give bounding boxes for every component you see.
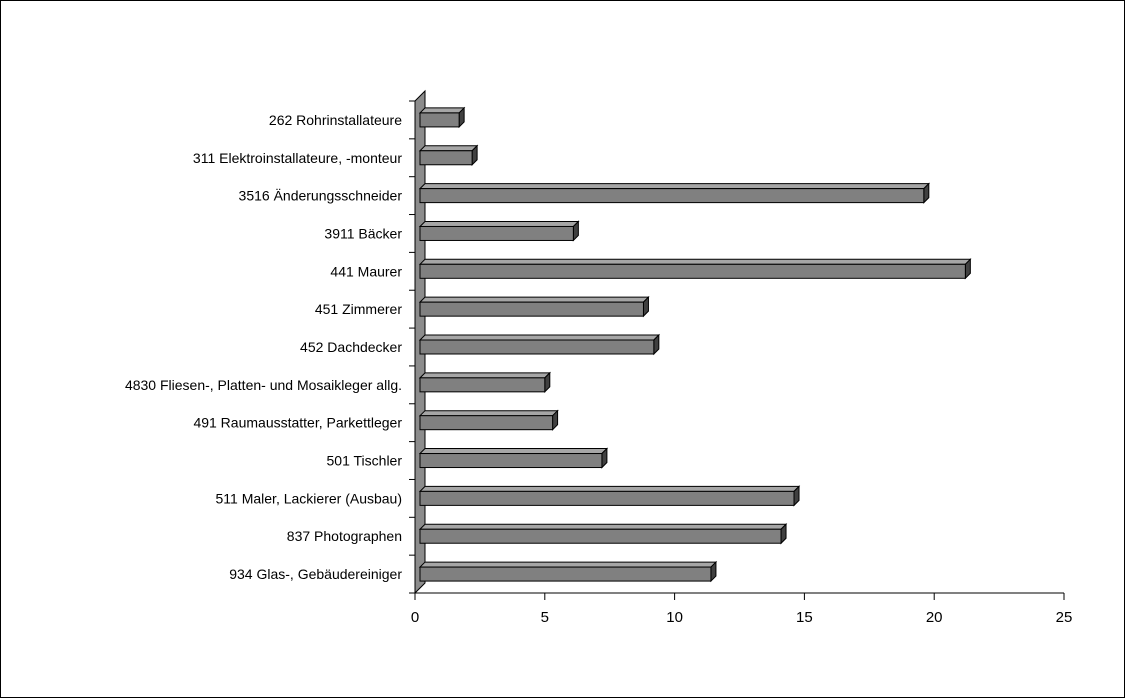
bar-front-face: [419, 188, 925, 204]
bar-front-face: [419, 263, 966, 279]
bar-top-face: [418, 107, 466, 114]
bar-top-face: [418, 220, 580, 227]
x-tick-label: 15: [796, 609, 813, 626]
bar-top-face: [418, 183, 931, 190]
bar-top-face: [418, 372, 552, 379]
bar-top-face: [418, 561, 718, 568]
bar-front-face: [419, 339, 655, 355]
bar-front-face: [419, 415, 554, 431]
bar: [418, 106, 466, 129]
bar-front-face: [419, 453, 603, 469]
bar-front-face: [419, 150, 473, 166]
bar-top-face: [418, 296, 650, 303]
category-label: 452 Dachdecker: [300, 339, 402, 355]
category-label: 837 Photographen: [287, 528, 402, 544]
category-labels: 262 Rohrinstallateure 311 Elektroinstalla…: [125, 112, 402, 582]
x-tick-label: 10: [666, 609, 683, 626]
bar-top-face: [418, 258, 972, 265]
bar: [418, 409, 559, 431]
bar-front-face: [419, 112, 460, 128]
bar-front-face: [419, 566, 712, 582]
category-label: 3911 Bäcker: [324, 225, 402, 241]
bar: [418, 371, 552, 394]
category-label: 441 Maurer: [330, 263, 402, 279]
bar: [418, 144, 479, 166]
bars-group: [418, 106, 972, 583]
x-tick-label: 0: [411, 609, 419, 626]
bar: [418, 295, 650, 318]
category-label: 511 Maler, Lackierer (Ausbau): [216, 490, 403, 506]
bar-front-face: [419, 490, 795, 506]
bar-front-face: [419, 225, 574, 241]
category-label: 311 Elektroinstallateure, -monteur: [193, 150, 402, 166]
x-tick-labels: 0 5 10 15 20 25: [411, 593, 1073, 626]
category-label: 262 Rohrinstallateure: [269, 112, 402, 128]
category-label: 934 Glas-, Gebäudereiniger: [229, 566, 402, 582]
bar-top-face: [418, 410, 559, 417]
category-label: 4830 Fliesen-, Platten- und Mosaikleger …: [125, 377, 402, 393]
bar-top-face: [418, 334, 661, 341]
bar-top-face: [418, 448, 609, 455]
bar: [418, 333, 661, 356]
bar-front-face: [419, 377, 546, 393]
bar: [418, 560, 718, 583]
bar-top-face: [418, 523, 788, 530]
bar: [418, 258, 972, 280]
category-label: 501 Tischler: [327, 453, 403, 469]
bar: [418, 485, 801, 507]
bar: [418, 447, 609, 469]
bar-top-face: [418, 485, 801, 492]
category-label: 3516 Änderungsschneider: [239, 188, 403, 204]
bar-top-face: [418, 145, 479, 152]
bar: [418, 220, 580, 242]
x-tick-label: 25: [1056, 609, 1073, 626]
bar: [418, 523, 788, 545]
category-label: 491 Raumausstatter, Parkettleger: [193, 415, 402, 431]
x-tick-label: 5: [541, 609, 549, 626]
bar-front-face: [419, 301, 644, 317]
x-tick-label: 20: [926, 609, 943, 626]
bar: [418, 182, 931, 204]
bar-front-face: [419, 528, 782, 544]
category-label: 451 Zimmerer: [315, 301, 402, 317]
